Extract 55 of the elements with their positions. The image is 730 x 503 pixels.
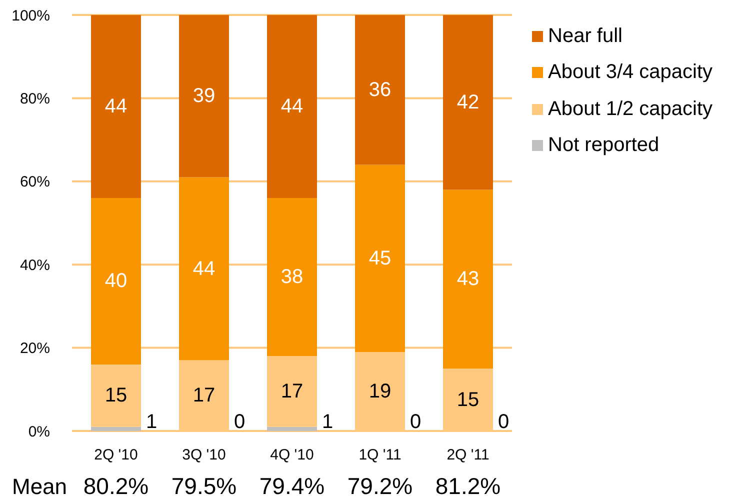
text: 79.4% — [258, 473, 326, 500]
bar — [267, 426, 317, 431]
bar — [179, 15, 229, 178]
text: 79.2% — [346, 473, 414, 500]
bar — [267, 356, 317, 427]
bar — [91, 15, 141, 198]
data-label: 19 — [368, 380, 392, 402]
data-label: 44 — [104, 96, 128, 118]
data-label: 36 — [368, 78, 392, 101]
data-label: 17 — [280, 380, 304, 402]
y-tick-label: 20% — [20, 340, 50, 358]
legend-label: About 1/2 capacity — [548, 98, 713, 121]
text: 81.2% — [434, 473, 502, 500]
bar — [91, 364, 141, 427]
bar — [443, 190, 493, 369]
legend-label: Near full — [548, 24, 622, 48]
y-tick-label: 80% — [20, 90, 50, 108]
data-label: 39 — [192, 85, 216, 108]
data-label: 0 — [498, 411, 510, 433]
bar — [355, 15, 405, 165]
text: 79.5% — [170, 473, 238, 500]
data-label: 0 — [234, 411, 246, 433]
text: 80.2% — [82, 473, 150, 500]
legend-label: Not reported — [548, 134, 660, 158]
data-label: 0 — [410, 411, 422, 433]
bar — [91, 426, 141, 431]
x-tick-label: 1Q '11 — [358, 446, 402, 464]
bar — [91, 198, 141, 364]
data-label: 1 — [322, 411, 334, 433]
y-tick-label: 40% — [20, 256, 50, 274]
data-label: 17 — [192, 384, 216, 407]
data-label: 40 — [104, 270, 128, 292]
bar — [267, 15, 317, 198]
bar — [179, 177, 229, 360]
y-tick-label: 60% — [20, 174, 50, 191]
y-tick-label: 0% — [28, 423, 50, 440]
x-tick-label: 3Q '10 — [182, 446, 226, 464]
bar — [355, 164, 405, 352]
data-label: 44 — [192, 258, 216, 280]
data-label: 1 — [146, 411, 158, 433]
data-label: 44 — [280, 96, 304, 118]
x-tick-label: 2Q '11 — [446, 446, 490, 464]
x-tick-label: 4Q '10 — [270, 446, 314, 464]
data-label: 15 — [456, 388, 480, 411]
x-tick-label: 2Q '10 — [94, 446, 138, 464]
legend-label: About 3/4 capacity — [548, 61, 713, 84]
bar — [443, 15, 493, 190]
text: Mean — [12, 474, 68, 500]
y-tick-label: 100% — [12, 7, 50, 24]
data-label: 15 — [104, 384, 128, 407]
bar — [267, 198, 317, 356]
data-label: 43 — [456, 268, 480, 290]
data-label: 42 — [456, 91, 480, 114]
data-label: 45 — [368, 247, 392, 270]
data-label: 38 — [280, 266, 304, 288]
